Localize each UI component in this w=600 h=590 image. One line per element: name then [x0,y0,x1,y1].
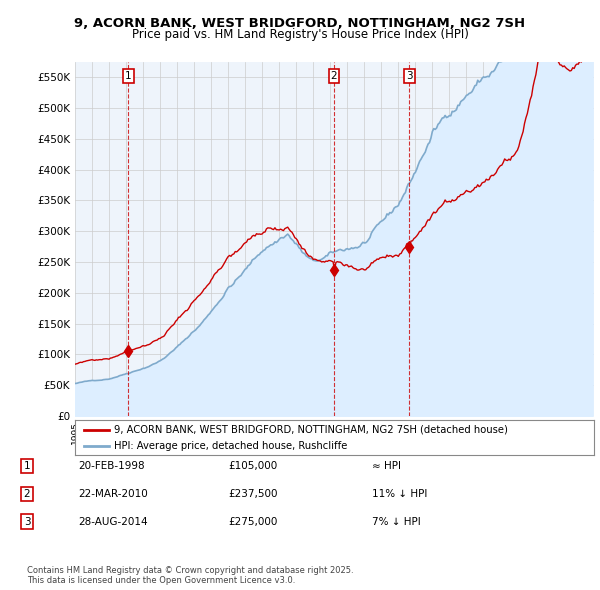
Text: 2: 2 [23,489,31,499]
Text: HPI: Average price, detached house, Rushcliffe: HPI: Average price, detached house, Rush… [114,441,347,451]
Text: £237,500: £237,500 [228,489,277,499]
Text: 3: 3 [23,517,31,526]
Text: 11% ↓ HPI: 11% ↓ HPI [372,489,427,499]
Text: Contains HM Land Registry data © Crown copyright and database right 2025.
This d: Contains HM Land Registry data © Crown c… [27,566,353,585]
Text: 28-AUG-2014: 28-AUG-2014 [78,517,148,526]
Text: 7% ↓ HPI: 7% ↓ HPI [372,517,421,526]
Text: 3: 3 [406,71,413,81]
Text: 22-MAR-2010: 22-MAR-2010 [78,489,148,499]
Text: 1: 1 [23,461,31,471]
Text: £275,000: £275,000 [228,517,277,526]
Text: £105,000: £105,000 [228,461,277,471]
Text: ≈ HPI: ≈ HPI [372,461,401,471]
Text: Price paid vs. HM Land Registry's House Price Index (HPI): Price paid vs. HM Land Registry's House … [131,28,469,41]
Text: 9, ACORN BANK, WEST BRIDGFORD, NOTTINGHAM, NG2 7SH: 9, ACORN BANK, WEST BRIDGFORD, NOTTINGHA… [74,17,526,30]
Text: 2: 2 [331,71,337,81]
Text: 20-FEB-1998: 20-FEB-1998 [78,461,145,471]
Text: 9, ACORN BANK, WEST BRIDGFORD, NOTTINGHAM, NG2 7SH (detached house): 9, ACORN BANK, WEST BRIDGFORD, NOTTINGHA… [114,425,508,435]
Text: 1: 1 [125,71,131,81]
